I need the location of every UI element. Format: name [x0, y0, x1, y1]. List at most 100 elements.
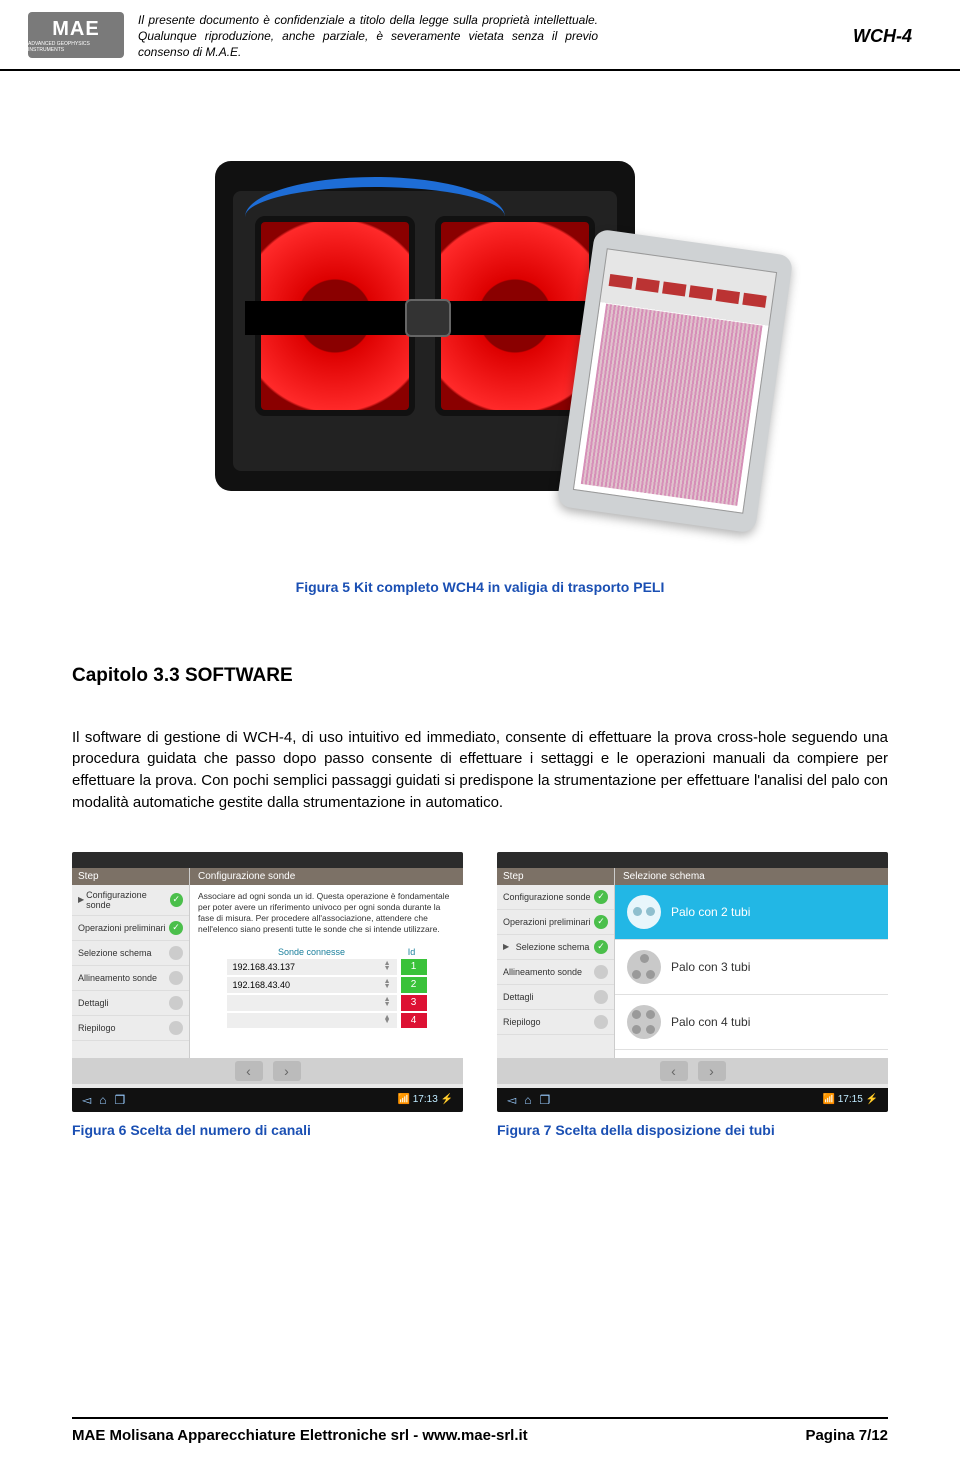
sidebar-item-label: Configurazione sonde — [503, 892, 591, 902]
option-label: Palo con 4 tubi — [671, 1015, 750, 1029]
table-row: ▲▼ 3 — [227, 995, 427, 1011]
table-row: 192.168.43.137 ▲▼ 1 — [227, 959, 427, 975]
table-row: 192.168.43.40 ▲▼ 2 — [227, 977, 427, 993]
check-icon: ✓ — [594, 940, 608, 954]
schema-options: Palo con 2 tubi Palo con 3 tubi Palo con 4… — [615, 885, 888, 1050]
sidebar-item[interactable]: Configurazione sonde✓ — [497, 885, 614, 910]
android-statusbar — [497, 852, 888, 868]
spinner-icon[interactable]: ▲▼ — [384, 1016, 391, 1026]
figure-5-image — [175, 131, 785, 561]
figure-7-screenshot: Step Configurazione sonde✓Operazioni pre… — [497, 852, 888, 1112]
sidebar-item-label: Selezione schema — [516, 942, 590, 952]
clock: 📶 17:15 ⚡ — [823, 1094, 879, 1105]
back-icon[interactable]: ◅ — [507, 1093, 516, 1107]
logo-text: MAE — [52, 18, 99, 41]
figure-5-caption: Figura 5 Kit completo WCH4 in valigia di… — [72, 579, 888, 595]
sidebar-item[interactable]: Selezione schema — [72, 941, 189, 966]
figure-6-caption: Figura 6 Scelta del numero di canali — [72, 1122, 463, 1138]
ip-cell[interactable]: ▲▼ — [227, 1013, 397, 1029]
ip-cell[interactable]: 192.168.43.40 ▲▼ — [227, 977, 397, 993]
panel-header: Selezione schema — [615, 868, 888, 885]
sidebar-item[interactable]: Dettagli — [497, 985, 614, 1010]
ip-cell[interactable]: ▲▼ — [227, 995, 397, 1011]
sidebar-item[interactable]: Riepilogo — [497, 1010, 614, 1035]
check-icon: ✓ — [170, 893, 183, 907]
home-icon[interactable]: ⌂ — [99, 1093, 106, 1107]
schema-option[interactable]: Palo con 2 tubi — [615, 885, 888, 940]
option-label: Palo con 3 tubi — [671, 960, 750, 974]
check-icon: ✓ — [594, 915, 608, 929]
pending-icon — [594, 965, 608, 979]
sidebar-item-label: Allineamento sonde — [503, 967, 582, 977]
sidebar-item-label: Allineamento sonde — [78, 973, 157, 983]
next-button[interactable]: › — [273, 1061, 301, 1081]
sidebar-item[interactable]: Configurazione sonde✓ — [72, 885, 189, 916]
screenshots-row: Step Configurazione sonde✓Operazioni pre… — [72, 852, 888, 1112]
footer-company: MAE Molisana Apparecchiature Elettronich… — [72, 1427, 528, 1444]
page-body: Figura 5 Kit completo WCH4 in valigia di… — [0, 131, 960, 1138]
pending-icon — [169, 996, 183, 1010]
back-icon[interactable]: ◅ — [82, 1093, 91, 1107]
logo: MAE ADVANCED GEOPHYSICS INSTRUMENTS — [28, 12, 124, 58]
sidebar-item[interactable]: Allineamento sonde — [497, 960, 614, 985]
id-badge: 2 — [401, 977, 427, 993]
step-sidebar: Step Configurazione sonde✓Operazioni pre… — [72, 868, 190, 1058]
nav-bar: ‹ › — [497, 1058, 888, 1084]
recent-icon[interactable]: ❐ — [539, 1093, 550, 1107]
pile-icon — [627, 895, 661, 929]
pile-icon — [627, 950, 661, 984]
confidentiality-notice: Il presente documento è confidenziale a … — [138, 12, 598, 61]
sidebar-item[interactable]: Dettagli — [72, 991, 189, 1016]
panel-description: Associare ad ogni sonda un id. Questa op… — [190, 885, 463, 941]
option-label: Palo con 2 tubi — [671, 905, 750, 919]
spinner-icon[interactable]: ▲▼ — [384, 998, 391, 1008]
check-icon: ✓ — [594, 890, 608, 904]
footer-page: Pagina 7/12 — [805, 1427, 888, 1444]
id-badge: 1 — [401, 959, 427, 975]
id-badge: 4 — [401, 1013, 427, 1029]
schema-option[interactable]: Palo con 3 tubi — [615, 940, 888, 995]
figure-7-caption: Figura 7 Scelta della disposizione dei t… — [497, 1122, 888, 1138]
sub-captions-row: Figura 6 Scelta del numero di canali Fig… — [72, 1122, 888, 1138]
table-row: ▲▼ 4 — [227, 1013, 427, 1029]
ip-value: 192.168.43.40 — [233, 980, 291, 990]
col-sonde: Sonde connesse — [227, 947, 397, 957]
recent-icon[interactable]: ❐ — [114, 1093, 125, 1107]
pending-icon — [594, 990, 608, 1004]
id-badge: 3 — [401, 995, 427, 1011]
schema-option[interactable]: Palo con 4 tubi — [615, 995, 888, 1050]
sidebar-item[interactable]: Operazioni preliminari✓ — [72, 916, 189, 941]
panel-header: Configurazione sonde — [190, 868, 463, 885]
sidebar-item-label: Dettagli — [503, 992, 534, 1002]
pending-icon — [169, 946, 183, 960]
pending-icon — [169, 1021, 183, 1035]
chapter-heading: Capitolo 3.3 SOFTWARE — [72, 665, 888, 687]
pending-icon — [594, 1015, 608, 1029]
sidebar-header: Step — [72, 868, 189, 885]
android-navbar: ◅ ⌂ ❐ 📶 17:15 ⚡ — [497, 1088, 888, 1112]
home-icon[interactable]: ⌂ — [524, 1093, 531, 1107]
spinner-icon[interactable]: ▲▼ — [384, 962, 391, 972]
sidebar-item[interactable]: Allineamento sonde — [72, 966, 189, 991]
sidebar-header: Step — [497, 868, 614, 885]
page-header: MAE ADVANCED GEOPHYSICS INSTRUMENTS Il p… — [0, 0, 960, 71]
android-nav-icons: ◅ ⌂ ❐ — [507, 1093, 550, 1107]
sidebar-item[interactable]: Riepilogo — [72, 1016, 189, 1041]
android-nav-icons: ◅ ⌂ ❐ — [82, 1093, 125, 1107]
sidebar-item[interactable]: Operazioni preliminari✓ — [497, 910, 614, 935]
sidebar-item-label: Riepilogo — [503, 1017, 541, 1027]
page-footer: MAE Molisana Apparecchiature Elettronich… — [72, 1417, 888, 1444]
product-code: WCH-4 — [853, 12, 912, 47]
pending-icon — [169, 971, 183, 985]
sidebar-item[interactable]: Selezione schema ✓ — [497, 935, 614, 960]
ip-cell[interactable]: 192.168.43.137 ▲▼ — [227, 959, 397, 975]
spinner-icon[interactable]: ▲▼ — [384, 980, 391, 990]
prev-button[interactable]: ‹ — [235, 1061, 263, 1081]
prev-button[interactable]: ‹ — [660, 1061, 688, 1081]
sonde-table: Sonde connesse Id 192.168.43.137▲▼1192.1… — [227, 947, 427, 1029]
ip-value: 192.168.43.137 — [233, 962, 296, 972]
sidebar-item-label: Riepilogo — [78, 1023, 116, 1033]
sidebar-item-label: Configurazione sonde — [86, 890, 170, 910]
next-button[interactable]: › — [698, 1061, 726, 1081]
android-statusbar — [72, 852, 463, 868]
